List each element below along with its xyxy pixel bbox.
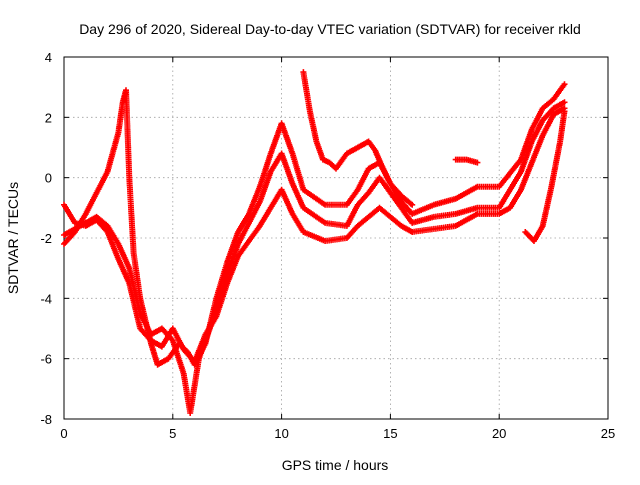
x-tick-label: 10 xyxy=(274,426,288,441)
series-4-markers xyxy=(300,69,416,208)
series-4 xyxy=(300,69,416,208)
series-3 xyxy=(61,105,568,365)
series-layer xyxy=(61,69,568,416)
y-tick-label: 4 xyxy=(45,50,52,65)
y-tick-label: -4 xyxy=(40,291,52,306)
series-5-markers xyxy=(452,156,481,166)
series-5 xyxy=(452,156,481,166)
series-3-markers xyxy=(61,105,568,365)
y-tick-label: 2 xyxy=(45,110,52,125)
y-axis-label: SDTVAR / TECUs xyxy=(5,182,21,294)
series-6 xyxy=(522,108,568,244)
y-tick-label: -8 xyxy=(40,412,52,427)
x-tick-label: 20 xyxy=(492,426,506,441)
x-tick-label: 5 xyxy=(169,426,176,441)
y-tick-label: -6 xyxy=(40,352,52,367)
x-axis-label: GPS time / hours xyxy=(282,457,389,473)
grid-layer xyxy=(64,57,608,419)
y-tick-label: 0 xyxy=(45,171,52,186)
y-tick-label: -2 xyxy=(40,231,52,246)
x-tick-label: 15 xyxy=(383,426,397,441)
x-tick-label: 0 xyxy=(60,426,67,441)
x-tick-label: 25 xyxy=(601,426,615,441)
series-6-markers xyxy=(522,108,568,244)
tick-layer: 0 5 10 15 20 25 -8 -6 -4 -2 0 2 4 xyxy=(40,50,615,441)
chart-title: Day 296 of 2020, Sidereal Day-to-day VTE… xyxy=(79,21,581,37)
